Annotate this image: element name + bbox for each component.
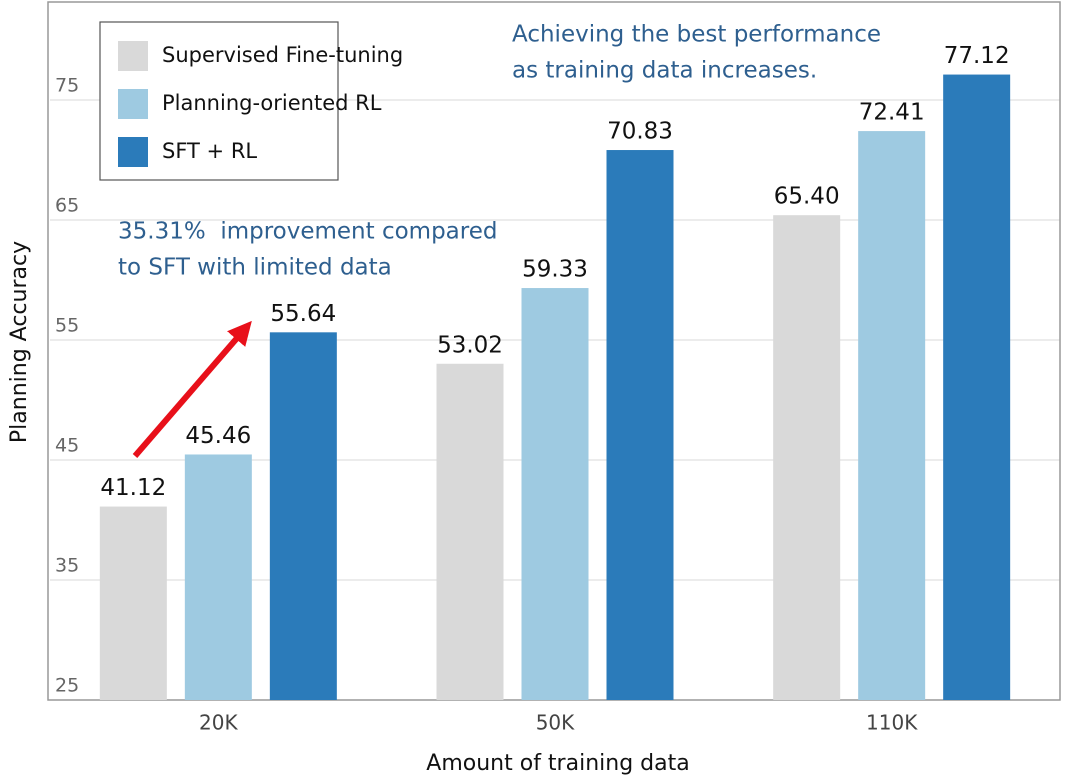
- x-axis-label: Amount of training data: [426, 751, 689, 776]
- bar: [606, 150, 674, 701]
- value-label: 65.40: [774, 184, 840, 210]
- legend-label: Planning-oriented RL: [162, 91, 382, 115]
- bar: [943, 74, 1011, 700]
- legend-label: SFT + RL: [162, 139, 257, 163]
- value-label: 55.64: [270, 301, 336, 327]
- y-tick-label: 65: [55, 195, 79, 217]
- value-label: 53.02: [437, 332, 503, 358]
- x-tick-label: 50K: [536, 711, 575, 735]
- legend-label: Supervised Fine-tuning: [162, 43, 403, 67]
- annotation: to SFT with limited data: [118, 255, 392, 281]
- y-tick-label: 25: [55, 675, 79, 697]
- value-label: 45.46: [185, 423, 251, 449]
- legend-swatch: [118, 41, 148, 71]
- x-tick-label: 20K: [199, 711, 238, 735]
- value-label: 41.12: [100, 475, 166, 501]
- annotation: Achieving the best performance: [512, 22, 881, 48]
- y-axis-label: Planning Accuracy: [7, 241, 32, 443]
- y-tick-label: 45: [55, 435, 79, 457]
- bar: [269, 332, 337, 700]
- legend-swatch: [118, 137, 148, 167]
- value-label: 72.41: [859, 100, 925, 126]
- y-tick-label: 75: [55, 75, 79, 97]
- y-tick-label: 35: [55, 555, 79, 577]
- bar: [858, 131, 926, 700]
- value-label: 77.12: [944, 43, 1010, 69]
- bar: [99, 506, 167, 700]
- y-tick-label: 55: [55, 315, 79, 337]
- bar: [521, 288, 589, 700]
- bar: [773, 215, 841, 700]
- value-label: 70.83: [607, 119, 673, 145]
- annotation: 35.31% improvement compared: [118, 219, 497, 245]
- bar: [184, 454, 252, 700]
- value-label: 59.33: [522, 257, 588, 283]
- arrow: [132, 320, 252, 458]
- annotation: as training data increases.: [512, 58, 817, 84]
- legend-swatch: [118, 89, 148, 119]
- bar: [436, 363, 504, 700]
- x-tick-label: 110K: [866, 711, 918, 735]
